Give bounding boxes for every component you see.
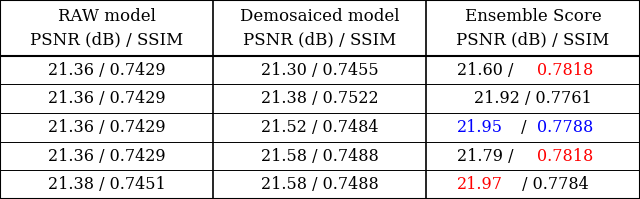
Text: 21.38 / 0.7522: 21.38 / 0.7522 [261,90,378,107]
Text: PSNR (dB) / SSIM: PSNR (dB) / SSIM [243,32,396,49]
Text: Demosaiced model: Demosaiced model [240,8,399,25]
Text: 21.58 / 0.7488: 21.58 / 0.7488 [261,176,378,193]
Text: 21.97: 21.97 [457,176,503,193]
Text: 21.38 / 0.7451: 21.38 / 0.7451 [48,176,165,193]
Text: 21.58 / 0.7488: 21.58 / 0.7488 [261,147,378,165]
Text: 21.36 / 0.7429: 21.36 / 0.7429 [48,90,165,107]
Text: 21.36 / 0.7429: 21.36 / 0.7429 [48,61,165,79]
Text: 21.60 /: 21.60 / [457,61,518,79]
Text: /: / [516,119,532,136]
Text: 21.79 /: 21.79 / [457,147,518,165]
Text: 21.30 / 0.7455: 21.30 / 0.7455 [261,61,378,79]
Text: 21.36 / 0.7429: 21.36 / 0.7429 [48,147,165,165]
Text: 0.7818: 0.7818 [536,147,593,165]
Text: RAW model: RAW model [58,8,156,25]
Text: PSNR (dB) / SSIM: PSNR (dB) / SSIM [456,32,610,49]
Text: PSNR (dB) / SSIM: PSNR (dB) / SSIM [30,32,183,49]
Text: Ensemble Score: Ensemble Score [465,8,602,25]
Text: 21.92 / 0.7761: 21.92 / 0.7761 [474,90,592,107]
Text: 21.36 / 0.7429: 21.36 / 0.7429 [48,119,165,136]
Text: 21.52 / 0.7484: 21.52 / 0.7484 [261,119,378,136]
Text: 0.7788: 0.7788 [536,119,593,136]
Text: 0.7818: 0.7818 [536,61,593,79]
Text: / 0.7784: / 0.7784 [516,176,588,193]
Text: 21.95: 21.95 [457,119,503,136]
